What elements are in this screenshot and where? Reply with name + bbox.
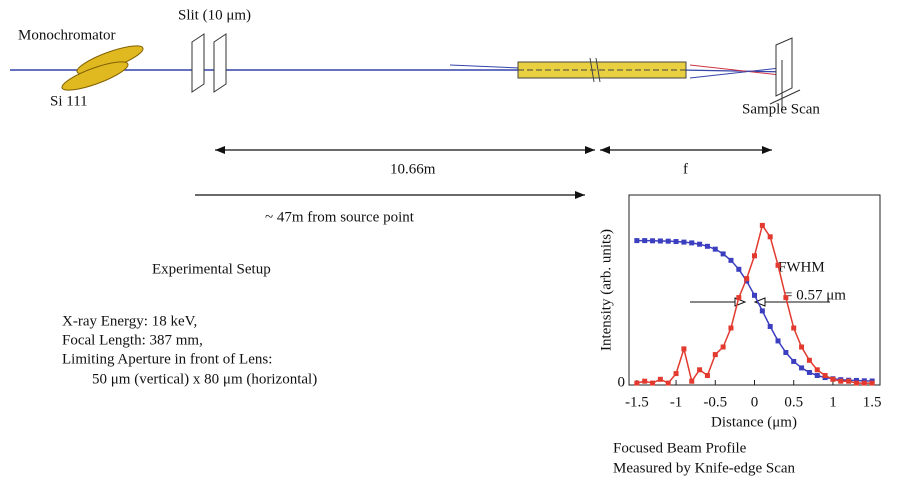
annotation: = 0.57 μm	[784, 287, 846, 303]
beam	[679, 69, 791, 73]
data-point	[853, 377, 859, 383]
x-tick-label: 0.5	[784, 394, 803, 410]
data-point	[634, 380, 640, 386]
data-point	[720, 251, 726, 257]
heading: Experimental Setup	[152, 261, 271, 277]
data-point	[752, 292, 757, 298]
data-point	[783, 295, 789, 301]
label: 10.66m	[390, 161, 436, 177]
beam	[449, 64, 521, 69]
caption: Measured by Knife-edge Scan	[613, 460, 796, 476]
label: Si 111	[50, 93, 88, 109]
note: Focal Length: 387 mm,	[62, 332, 203, 348]
data-point	[806, 369, 812, 375]
data-point	[712, 246, 718, 252]
data-point	[830, 376, 836, 382]
note: Limiting Aperture in front of Lens:	[62, 351, 272, 367]
slit	[191, 33, 227, 93]
annotation: FWHM	[778, 259, 825, 275]
data-point	[806, 357, 812, 363]
caption: Focused Beam Profile	[613, 440, 747, 456]
data-point	[689, 240, 695, 246]
data-point	[657, 238, 663, 244]
data-point	[665, 380, 671, 386]
data-point	[712, 352, 718, 358]
data-point	[814, 367, 820, 373]
label: ~ 47m from source point	[265, 209, 415, 225]
data-point	[775, 262, 781, 268]
data-point	[697, 241, 703, 247]
data-point	[720, 344, 726, 350]
x-tick-label: -1.5	[625, 394, 649, 410]
y-axis-label: Intensity (arb. units)	[598, 229, 614, 351]
data-point	[642, 378, 648, 384]
data-point	[697, 367, 703, 373]
note: 50 μm (vertical) x 80 μm (horizontal)	[92, 371, 317, 387]
x-axis-label: Distance (μm)	[711, 414, 797, 430]
data-point	[791, 325, 797, 331]
series-line	[636, 239, 873, 382]
data-point	[650, 238, 656, 244]
data-point	[791, 358, 797, 364]
data-point	[783, 350, 789, 356]
label: f	[683, 161, 688, 177]
data-point	[869, 380, 875, 386]
data-point	[673, 371, 679, 377]
data-point	[861, 380, 867, 386]
x-tick-label: 1.5	[863, 394, 882, 410]
series-line	[636, 223, 873, 385]
x-tick-label: 0	[751, 394, 759, 410]
note: X-ray Energy: 18 keV,	[62, 313, 197, 329]
beam	[689, 67, 781, 79]
y-tick-label: 0	[618, 374, 626, 390]
fwhm-arrows	[690, 297, 830, 307]
monochromator-crystals	[61, 45, 144, 91]
label: Monochromator	[18, 27, 115, 43]
data-point	[799, 344, 805, 350]
data-point	[822, 373, 828, 378]
data-point	[634, 238, 640, 244]
data-point	[846, 378, 852, 384]
data-point	[767, 234, 773, 240]
x-tick-label: -1	[670, 394, 683, 410]
arrowheads	[215, 146, 772, 199]
data-point	[853, 380, 859, 386]
data-point	[744, 276, 750, 282]
lens	[517, 57, 687, 83]
data-point	[775, 338, 781, 344]
data-point	[704, 243, 710, 249]
data-point	[689, 378, 695, 384]
label: Sample Scan	[742, 101, 820, 117]
data-point	[736, 295, 742, 301]
data-point	[665, 238, 671, 244]
data-point	[759, 222, 765, 228]
data-point	[759, 308, 765, 314]
label: Slit (10 μm)	[178, 7, 251, 23]
data-point	[728, 325, 734, 331]
data-point	[681, 239, 687, 245]
beam	[689, 64, 781, 76]
data-point	[642, 238, 648, 244]
data-point	[704, 373, 710, 378]
data-point	[681, 346, 687, 352]
x-tick-label: -0.5	[703, 394, 727, 410]
data-point	[650, 380, 656, 386]
data-point	[767, 323, 773, 329]
data-point	[814, 373, 820, 378]
sample	[769, 37, 801, 110]
data-point	[752, 253, 757, 259]
data-point	[728, 257, 734, 263]
x-tick-label: 1	[829, 394, 837, 410]
data-point	[838, 378, 844, 384]
data-point	[736, 266, 742, 272]
data-point	[799, 365, 805, 371]
data-point	[657, 376, 663, 382]
data-point	[673, 239, 679, 245]
